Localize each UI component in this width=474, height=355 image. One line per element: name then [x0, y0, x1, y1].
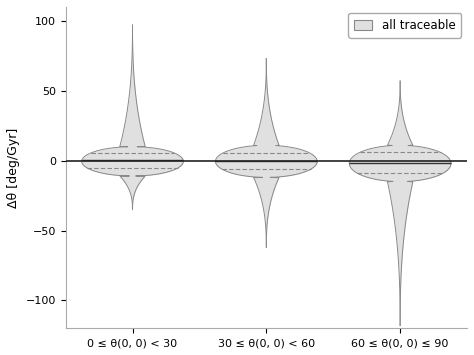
- Legend: all traceable: all traceable: [348, 13, 461, 38]
- Y-axis label: Δθ [deg/Gyr]: Δθ [deg/Gyr]: [7, 127, 20, 208]
